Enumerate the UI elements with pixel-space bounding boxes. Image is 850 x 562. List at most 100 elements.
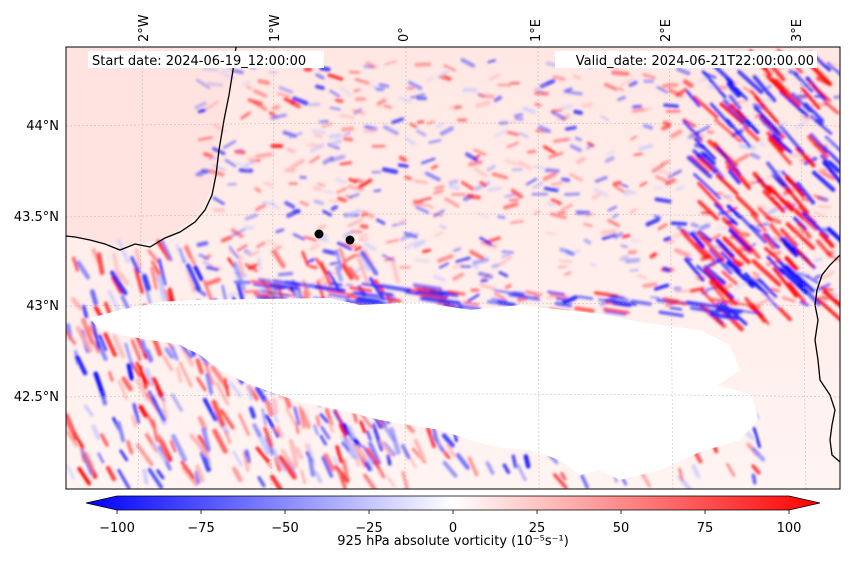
vorticity-streak [77,466,91,486]
vorticity-streak [181,464,199,487]
vorticity-streak [725,160,751,191]
vorticity-streak [421,157,436,165]
vorticity-streak [319,413,329,424]
vorticity-streak [315,415,321,427]
vorticity-streak [698,75,710,84]
vorticity-streak [170,345,179,361]
vorticity-streak [299,200,309,207]
vorticity-streak [235,161,249,169]
vorticity-streak [625,189,637,195]
vorticity-streak [765,174,774,181]
vorticity-streak [504,193,516,198]
vorticity-streak [161,397,169,420]
vorticity-streak [537,125,552,134]
vorticity-streak [433,274,446,282]
vorticity-streak [205,266,219,272]
vorticity-streak [607,218,620,228]
vorticity-streak [796,248,814,268]
lat-label-43n: 43°N [26,299,59,314]
vorticity-streak [709,278,738,306]
vorticity-streak [817,168,828,173]
vorticity-streak [472,257,490,265]
vorticity-streak [642,73,656,80]
vorticity-streak [97,452,105,464]
valid-date-box [555,51,817,68]
vorticity-streak [416,129,427,137]
vorticity-streak [238,259,245,277]
vorticity-streak [583,223,593,228]
vorticity-streak [160,238,173,262]
vorticity-streak [387,476,396,488]
vorticity-streak [162,355,174,372]
vorticity-streak [434,184,445,191]
vorticity-streak [551,181,563,186]
vorticity-streak [373,459,386,479]
vorticity-streak [202,68,219,72]
vorticity-streak [709,312,740,321]
vorticity-streak [511,168,523,172]
vorticity-streak [566,90,583,96]
vorticity-streak [328,199,338,203]
vorticity-streak [152,442,167,463]
vorticity-streak [795,181,816,205]
vorticity-streak [728,228,752,252]
vorticity-streak [130,338,142,361]
vorticity-streak [319,434,327,446]
vorticity-streak [156,239,172,261]
vorticity-streak [276,425,284,439]
vorticity-streak [405,137,416,146]
vorticity-streak [419,292,446,300]
vorticity-streak [83,451,94,469]
vorticity-streak [766,295,780,310]
vorticity-streak [383,125,399,136]
colorbar-tick-label: −25 [355,521,382,536]
vorticity-streak [245,85,252,90]
vorticity-streak [252,423,262,438]
vorticity-streak [479,180,487,188]
vorticity-streak [339,114,355,119]
vorticity-streak [98,334,108,352]
vorticity-streak [633,152,643,157]
vorticity-streak [99,433,109,447]
vorticity-streak [751,464,761,475]
vorticity-streak [497,215,506,220]
vorticity-streak [343,132,351,137]
vorticity-streak [243,456,250,472]
vorticity-streak [292,233,305,241]
vorticity-streak [232,261,247,291]
vorticity-streak [91,424,101,441]
vorticity-streak [307,258,315,264]
vorticity-streak [600,229,617,236]
vorticity-streak [809,115,833,135]
vorticity-streak [348,193,360,199]
vorticity-streak [359,223,369,230]
vorticity-streak [630,135,638,141]
vorticity-streak [329,106,341,111]
vorticity-streak [744,297,766,323]
vorticity-streak [400,231,413,241]
vorticity-streak [338,247,347,265]
vorticity-streak [506,130,520,137]
vorticity-streak [300,469,307,485]
vorticity-streak [452,272,465,281]
vorticity-streak [236,244,248,252]
vorticity-streak [201,427,211,452]
vorticity-streak [784,264,815,293]
vorticity-streak [643,106,652,113]
vorticity-streak [242,80,251,86]
vorticity-streak [413,179,428,184]
vorticity-streak [350,443,361,461]
vorticity-streak [623,191,632,197]
vorticity-streak [504,283,512,290]
vorticity-streak [247,156,258,161]
vorticity-streak [752,171,773,195]
location-marker [345,235,355,245]
vorticity-streak [651,163,665,173]
vorticity-streak [736,98,749,105]
vorticity-streak [807,80,831,102]
vorticity-streak [743,272,768,296]
vorticity-streak [793,72,814,93]
vorticity-streak [533,210,542,216]
vorticity-streak [611,213,619,219]
vorticity-streak [195,464,205,483]
